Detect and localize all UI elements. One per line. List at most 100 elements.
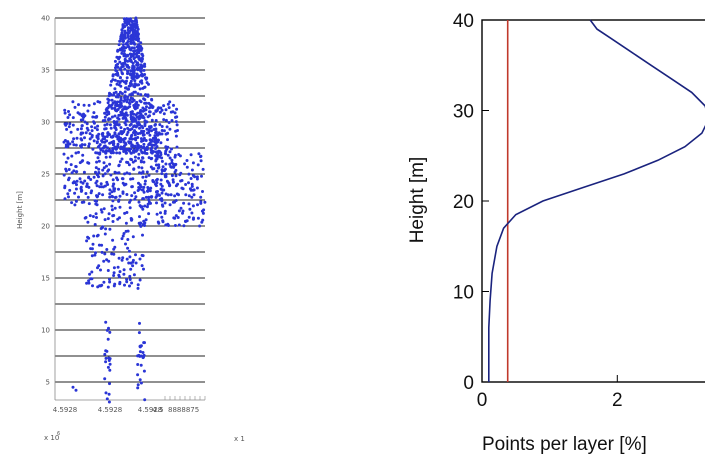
scatter-point: [117, 135, 121, 139]
scatter-point: [104, 150, 108, 154]
scatter-point: [113, 282, 117, 286]
profile-y-tick-label: 0: [463, 373, 474, 394]
scatter-point: [129, 37, 133, 41]
scatter-point: [105, 248, 109, 251]
scatter-y-tick-label: 15: [41, 275, 50, 283]
scatter-point: [77, 103, 80, 107]
scatter-y-tick-label: 35: [41, 67, 50, 75]
profile-y-ticks: 0 10 20 30 40: [453, 11, 489, 394]
scatter-point: [123, 183, 127, 187]
scatter-point: [192, 216, 195, 220]
scatter-point: [146, 202, 150, 206]
scatter-point: [136, 189, 140, 192]
scatter-x-tick-label: 4.5928: [53, 406, 78, 414]
scatter-point: [165, 179, 169, 183]
scatter-point: [149, 140, 153, 143]
scatter-point: [126, 246, 130, 250]
scatter-point: [170, 158, 174, 162]
scatter-point: [140, 79, 144, 83]
scatter-point: [94, 166, 98, 170]
scatter-point: [125, 280, 129, 284]
scatter-point: [118, 205, 122, 209]
scatter-point: [103, 377, 107, 381]
scatter-point: [74, 165, 78, 169]
scatter-point: [140, 166, 144, 170]
scatter-point: [95, 115, 99, 118]
scatter-point: [135, 20, 139, 24]
scatter-point: [188, 187, 192, 191]
scatter-point: [196, 163, 200, 167]
scatter-point: [127, 249, 131, 253]
scatter-point: [117, 123, 121, 127]
scatter-point: [128, 172, 132, 176]
scatter-point: [155, 177, 159, 181]
scatter-point: [140, 129, 144, 133]
scatter-point: [147, 195, 151, 199]
scatter-x-tick-label: 4.5928: [138, 406, 163, 414]
scatter-point: [173, 111, 177, 115]
scatter-point: [123, 105, 127, 109]
scatter-point: [157, 138, 160, 142]
scatter-point: [132, 46, 136, 50]
scatter-point: [164, 108, 168, 112]
scatter-point: [149, 157, 153, 161]
scatter-point: [85, 184, 89, 188]
scatter-point: [123, 33, 127, 37]
scatter-point: [183, 162, 187, 166]
scatter-point: [175, 115, 179, 119]
scatter-point: [66, 143, 70, 147]
scatter-point: [115, 171, 119, 175]
scatter-point: [100, 250, 104, 254]
scatter-point: [203, 200, 207, 204]
scatter-point: [109, 150, 113, 154]
scatter-point: [104, 356, 108, 360]
scatter-point: [131, 235, 135, 239]
scatter-point: [113, 114, 117, 118]
scatter-point: [82, 103, 86, 107]
scatter-point: [143, 224, 147, 227]
scatter-point: [128, 278, 132, 281]
scatter-point: [179, 206, 183, 210]
scatter-point: [112, 182, 116, 186]
scatter-point: [74, 143, 78, 147]
scatter-point: [111, 178, 115, 182]
scatter-point: [167, 224, 170, 227]
scatter-point: [107, 400, 111, 404]
scatter-point: [121, 39, 125, 43]
profile-axes-frame: [481, 19, 705, 383]
scatter-point: [124, 116, 128, 120]
scatter-point: [92, 175, 96, 179]
scatter-point: [80, 145, 83, 149]
scatter-point: [149, 165, 153, 169]
scatter-point: [136, 92, 140, 96]
scatter-point: [70, 154, 74, 158]
scatter-point: [98, 185, 102, 189]
scatter-point: [147, 173, 151, 177]
scatter-point: [196, 216, 200, 220]
scatter-point: [174, 174, 178, 178]
scatter-point: [140, 124, 144, 128]
scatter-point: [116, 108, 120, 111]
scatter-point: [155, 169, 159, 173]
scatter-point: [119, 130, 123, 134]
scatter-point: [121, 177, 125, 181]
scatter-point: [128, 72, 132, 76]
scatter-point: [100, 243, 104, 247]
scatter-point: [122, 232, 126, 235]
scatter-point: [105, 180, 109, 184]
scatter-point: [64, 169, 68, 173]
scatter-point: [160, 191, 164, 195]
scatter-point: [128, 141, 132, 145]
scatter-point: [134, 104, 138, 108]
scatter-point: [142, 160, 146, 164]
scatter-point: [86, 128, 90, 132]
scatter-point: [111, 199, 115, 203]
scatter-point: [133, 133, 137, 137]
scatter-point: [130, 185, 134, 189]
scatter-point: [129, 113, 133, 117]
scatter-point: [129, 115, 133, 119]
scatter-point: [150, 98, 154, 102]
scatter-point: [71, 140, 75, 144]
scatter-point: [103, 252, 107, 256]
scatter-point: [118, 90, 122, 94]
